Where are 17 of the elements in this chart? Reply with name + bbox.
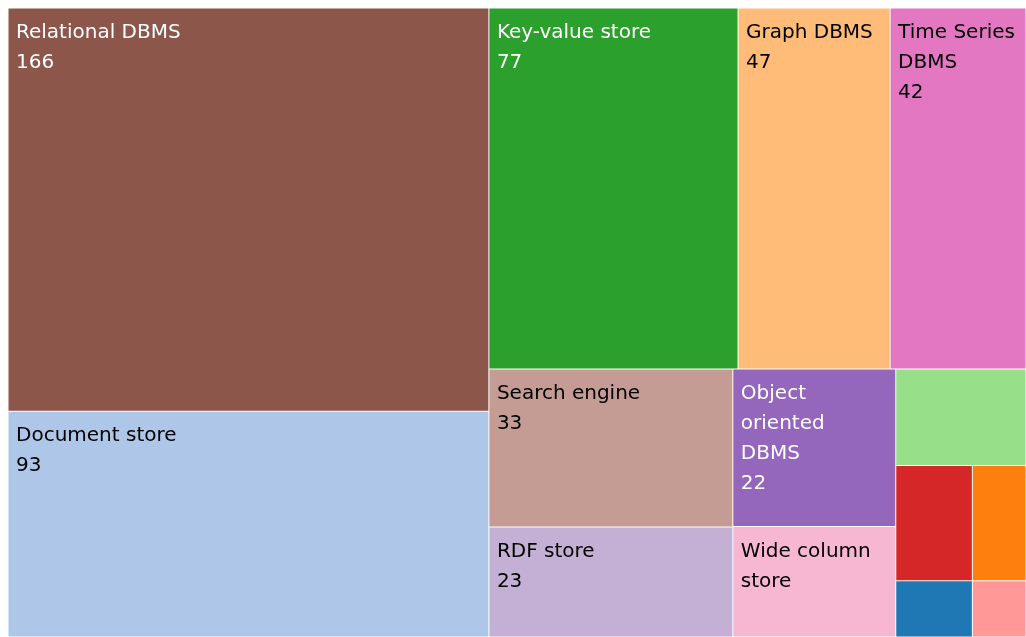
category-label: Wide column store <box>740 537 871 592</box>
data-label: 93 <box>16 452 42 477</box>
data-label: 33 <box>496 409 523 434</box>
category-label: Key-value store <box>496 19 652 43</box>
data-label: 22 <box>740 469 767 494</box>
category-label: Search engine <box>496 379 641 404</box>
category-label: Time Series DBMS <box>897 19 1015 73</box>
category-label: Relational DBMS <box>16 19 181 43</box>
data-label: 42 <box>898 79 924 103</box>
category-label: Graph DBMS <box>746 19 873 43</box>
category-label: Document store <box>16 422 177 447</box>
category-label: Object oriented DBMS <box>740 379 825 464</box>
data-label: 77 <box>496 49 523 73</box>
category-label: RDF store <box>496 537 595 562</box>
data-label: 23 <box>496 567 523 592</box>
data-label: 47 <box>746 49 772 73</box>
data-label: 166 <box>16 49 55 73</box>
